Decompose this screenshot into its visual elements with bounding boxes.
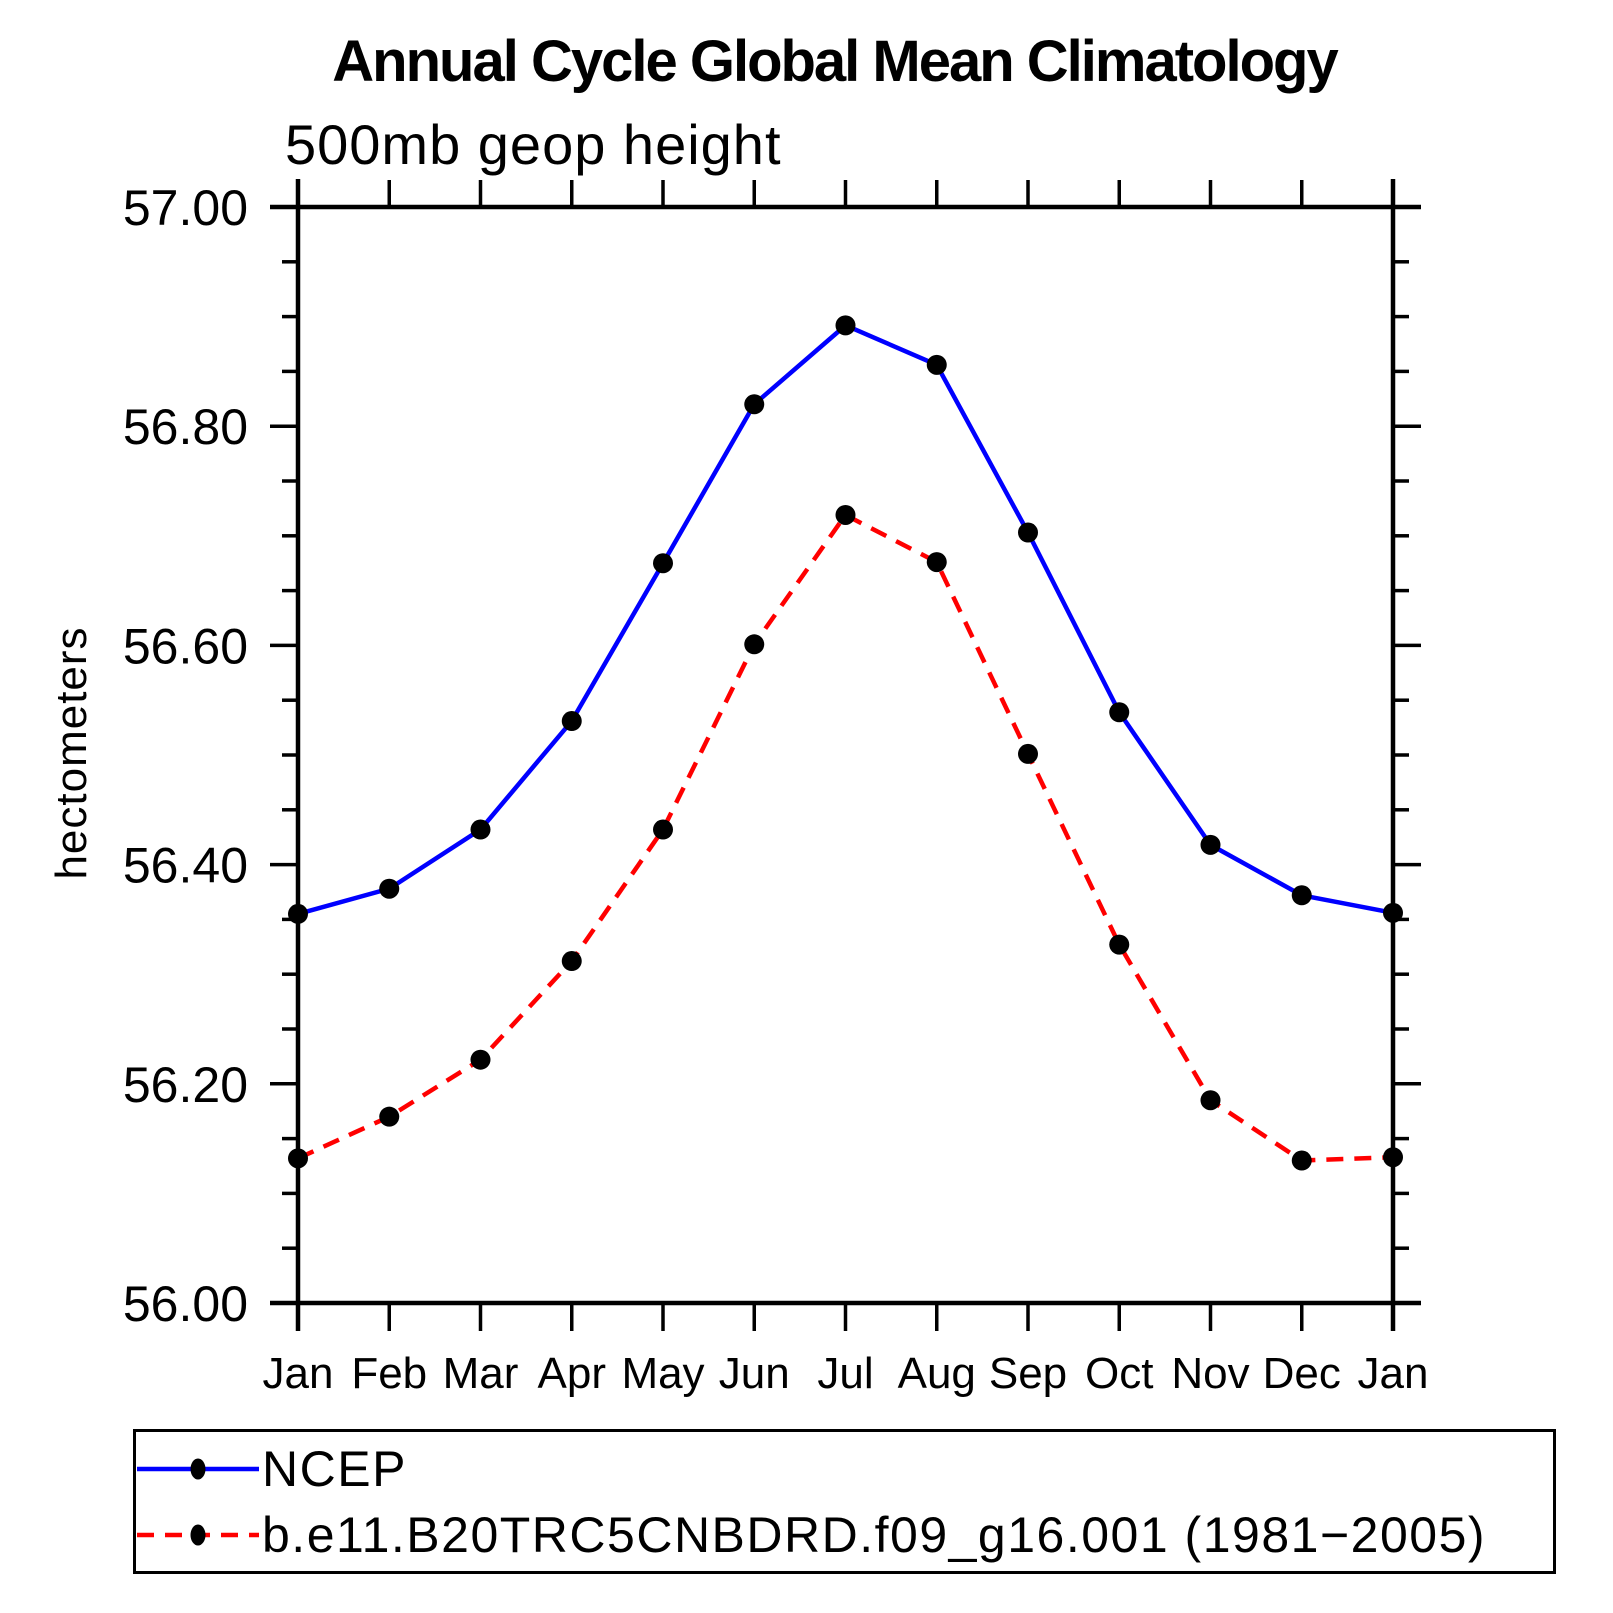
x-tick-label: Sep	[989, 1349, 1067, 1398]
data-point-marker	[835, 315, 856, 336]
data-point-marker	[926, 552, 947, 573]
x-tick-label: Aug	[898, 1349, 976, 1398]
model-series-line	[297, 512, 1394, 1163]
data-point-marker	[561, 951, 582, 972]
data-point-marker	[1291, 885, 1312, 906]
legend-label: NCEP	[262, 1441, 407, 1497]
data-point-marker	[1109, 934, 1130, 955]
data-point-marker	[653, 553, 673, 574]
data-point-marker	[1018, 522, 1038, 543]
chart-title: Annual Cycle Global Mean Climatology	[332, 29, 1338, 94]
x-tick-label: May	[621, 1349, 704, 1398]
data-point-marker	[1383, 1147, 1403, 1168]
data-point-marker	[288, 1148, 308, 1169]
data-point-marker	[470, 1049, 491, 1070]
y-tick-label: 56.00	[123, 1276, 248, 1332]
data-point-marker	[744, 394, 765, 415]
y-tick-label: 56.80	[123, 399, 248, 455]
data-point-marker	[1200, 1090, 1221, 1111]
y-tick-label: 56.40	[123, 838, 248, 894]
data-point-marker	[653, 819, 673, 840]
legend-sample	[137, 1458, 259, 1480]
data-point-marker	[744, 634, 765, 655]
legend-marker-icon	[190, 1524, 206, 1546]
x-tick-label: Nov	[1171, 1349, 1249, 1398]
y-tick-label: 56.20	[123, 1057, 248, 1113]
x-tick-label: Jan	[1358, 1349, 1429, 1398]
legend-marker-icon	[190, 1458, 206, 1480]
data-point-marker	[1018, 743, 1038, 764]
data-point-marker	[1200, 834, 1221, 855]
data-point-marker	[835, 504, 856, 525]
data-point-marker	[379, 878, 400, 899]
legend-entry: b.e11.B20TRC5CNBDRD.f09_g16.001 (1981−20…	[137, 1507, 1487, 1563]
x-tick-label: Apr	[538, 1349, 606, 1398]
x-tick-label: Feb	[351, 1349, 427, 1398]
y-tick-label: 57.00	[123, 180, 248, 236]
x-tick-label: Jan	[263, 1349, 334, 1398]
legend-sample	[137, 1524, 259, 1546]
data-point-marker	[1291, 1150, 1312, 1171]
data-point-marker	[1109, 702, 1130, 723]
ncep-series-line	[297, 323, 1394, 917]
legend-box: NCEP b.e11.B20TRC5CNBDRD.f09_g16.001 (198…	[133, 1429, 1556, 1574]
x-tick-label: Jun	[719, 1349, 790, 1398]
x-tick-label: Oct	[1085, 1349, 1153, 1398]
x-tick-label: Jul	[817, 1349, 873, 1398]
x-tick-label: Dec	[1263, 1349, 1341, 1398]
data-point-marker	[288, 903, 308, 924]
x-tick-label: Mar	[443, 1349, 519, 1398]
data-point-marker	[379, 1106, 400, 1127]
y-tick-label: 56.60	[123, 618, 248, 674]
chart-subtitle: 500mb geop height	[285, 113, 782, 176]
data-point-marker	[470, 819, 491, 840]
data-point-marker	[561, 711, 582, 732]
legend-entry: NCEP	[137, 1441, 407, 1497]
data-point-marker	[926, 354, 947, 375]
legend-label: b.e11.B20TRC5CNBDRD.f09_g16.001 (1981−20…	[262, 1507, 1487, 1563]
data-point-marker	[1383, 902, 1403, 923]
